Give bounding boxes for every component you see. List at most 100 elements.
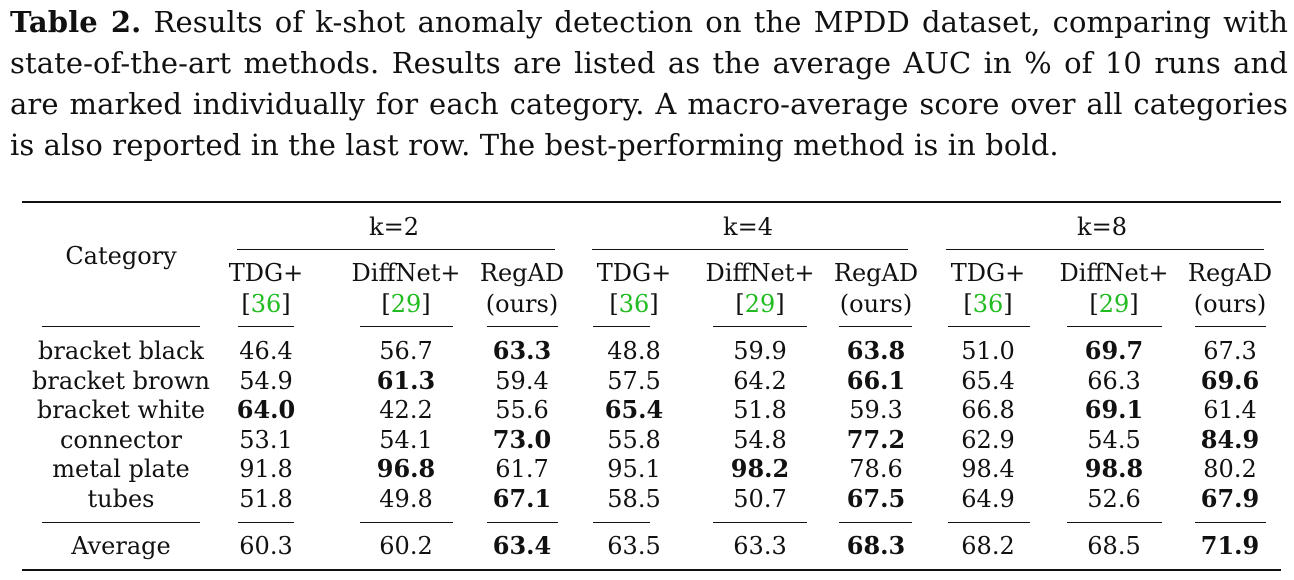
average-cell: 68.3 <box>846 531 906 560</box>
table-cell: 98.2 <box>730 454 790 483</box>
category-header: Category <box>65 242 177 270</box>
row-category: connector <box>59 426 183 454</box>
method-header: RegAD <box>1187 259 1273 287</box>
average-column-underline <box>360 522 453 523</box>
table-cell: 98.8 <box>1084 454 1144 483</box>
average-cell: 63.4 <box>492 531 552 560</box>
average-column-underline <box>839 522 912 523</box>
table-caption: Table 2. Results of k-shot anomaly detec… <box>10 2 1288 166</box>
table-cell: 69.1 <box>1084 395 1144 424</box>
table-cell: 64.2 <box>733 367 787 395</box>
table-cell: 50.7 <box>733 485 787 513</box>
table-cell: 51.8 <box>733 396 787 424</box>
group-underline <box>946 249 1264 250</box>
group-underline <box>592 249 908 250</box>
method-citation: [29] <box>381 290 431 318</box>
table-cell: 54.9 <box>239 367 293 395</box>
table-cell: 66.8 <box>961 396 1015 424</box>
table-cell: 54.1 <box>379 426 433 454</box>
method-header: RegAD <box>479 259 565 287</box>
table-cell: 56.7 <box>379 337 433 365</box>
table-cell: 67.3 <box>1203 337 1257 365</box>
average-column-underline <box>487 522 558 523</box>
table-cell: 63.3 <box>492 336 552 365</box>
table-cell: 49.8 <box>379 485 433 513</box>
column-underline <box>360 326 453 327</box>
table-cell: 96.8 <box>376 454 436 483</box>
method-header: DiffNet+ <box>705 259 815 287</box>
column-underline <box>948 326 1030 327</box>
table-cell: 48.8 <box>607 337 661 365</box>
average-category: Average <box>71 532 171 560</box>
column-underline <box>593 326 650 327</box>
group-header: k=4 <box>723 213 773 241</box>
table-cell: 55.6 <box>495 396 549 424</box>
table-cell: 95.1 <box>607 455 661 483</box>
column-underline <box>1067 326 1162 327</box>
table-cell: 69.7 <box>1084 336 1144 365</box>
citation-link[interactable]: 36 <box>618 290 650 318</box>
table-cell: 53.1 <box>239 426 293 454</box>
table-cell: 54.5 <box>1087 426 1141 454</box>
average-cell: 60.2 <box>379 532 433 560</box>
average-column-underline <box>713 522 807 523</box>
column-underline <box>839 326 912 327</box>
average-cell: 68.2 <box>961 532 1015 560</box>
method-header: DiffNet+ <box>1059 259 1169 287</box>
citation-link[interactable]: 29 <box>1098 290 1130 318</box>
method-header: TDG+ <box>228 259 304 287</box>
method-note: (ours) <box>1193 290 1267 318</box>
table-cell: 46.4 <box>239 337 293 365</box>
row-category: bracket brown <box>32 367 210 395</box>
table-cell: 67.1 <box>492 484 552 513</box>
row-category: bracket black <box>38 337 204 365</box>
average-cell: 71.9 <box>1200 531 1260 560</box>
table-cell: 51.0 <box>961 337 1015 365</box>
citation-link[interactable]: 29 <box>744 290 776 318</box>
column-underline <box>487 326 558 327</box>
row-category: bracket white <box>36 396 206 424</box>
method-header: TDG+ <box>596 259 672 287</box>
average-column-underline <box>1195 522 1266 523</box>
table-cell: 69.6 <box>1200 366 1260 395</box>
table-cell: 61.7 <box>495 455 549 483</box>
table-cell: 42.2 <box>379 396 433 424</box>
table-cell: 65.4 <box>961 367 1015 395</box>
method-header: TDG+ <box>950 259 1026 287</box>
table-cell: 91.8 <box>239 455 293 483</box>
category-underline <box>42 326 200 327</box>
table-cell: 64.0 <box>236 395 296 424</box>
average-column-underline <box>948 522 1030 523</box>
average-category-underline <box>42 522 200 523</box>
table-cell: 84.9 <box>1200 425 1260 454</box>
column-underline <box>713 326 807 327</box>
citation-link[interactable]: 36 <box>250 290 282 318</box>
row-category: tubes <box>87 485 155 513</box>
citation-link[interactable]: 36 <box>972 290 1004 318</box>
table-cell: 59.3 <box>849 396 903 424</box>
table-cell: 58.5 <box>607 485 661 513</box>
citation-link[interactable]: 29 <box>390 290 422 318</box>
average-column-underline <box>593 522 650 523</box>
table-cell: 61.3 <box>376 366 436 395</box>
table-cell: 62.9 <box>961 426 1015 454</box>
caption-text: Results of k-shot anomaly detection on t… <box>10 5 1288 162</box>
table-cell: 78.6 <box>849 455 903 483</box>
average-column-underline <box>1067 522 1162 523</box>
method-header: RegAD <box>833 259 919 287</box>
table-cell: 66.3 <box>1087 367 1141 395</box>
method-citation: [36] <box>609 290 659 318</box>
top-rule <box>22 201 1281 203</box>
method-header: DiffNet+ <box>351 259 461 287</box>
table-cell: 63.8 <box>846 336 906 365</box>
table-cell: 67.5 <box>846 484 906 513</box>
row-category: metal plate <box>52 455 190 483</box>
table-cell: 73.0 <box>492 425 552 454</box>
average-column-underline <box>238 522 294 523</box>
table-cell: 65.4 <box>604 395 664 424</box>
method-note: (ours) <box>839 290 913 318</box>
table-cell: 57.5 <box>607 367 661 395</box>
method-citation: [36] <box>963 290 1013 318</box>
group-underline <box>237 249 555 250</box>
column-underline <box>1195 326 1266 327</box>
